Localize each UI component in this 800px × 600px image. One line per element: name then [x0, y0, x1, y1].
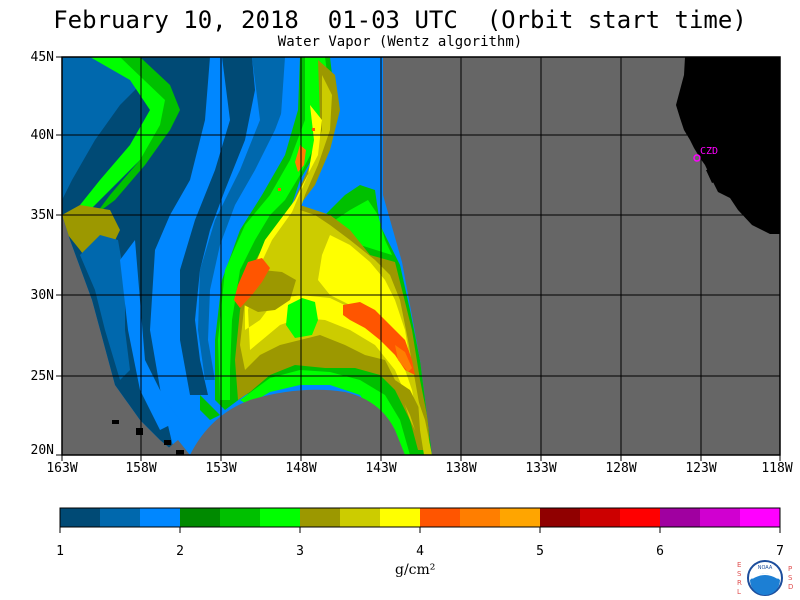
- colorbar-swatch: [500, 508, 541, 527]
- longitude-label: 133W: [525, 461, 557, 476]
- longitude-label: 138W: [445, 461, 477, 476]
- svg-text:D: D: [788, 583, 793, 591]
- longitude-label: 163W: [46, 461, 78, 476]
- colorbar-swatch: [380, 508, 421, 527]
- island: [112, 420, 119, 424]
- noaa-logo: E S R L NOAA P S D: [737, 560, 793, 596]
- station-label: CZD: [700, 146, 719, 157]
- latitude-label: 30N: [30, 288, 54, 303]
- colorbar-swatch: [140, 508, 181, 527]
- colorbar-frame: [59, 507, 781, 528]
- svg-text:S: S: [737, 570, 742, 578]
- graticule: [62, 57, 780, 455]
- colorbar-swatch: [740, 508, 781, 527]
- colorbar-tick-label: 3: [296, 544, 304, 559]
- island: [136, 428, 143, 435]
- latitude-label: 45N: [30, 50, 54, 65]
- colorbar-tick-label: 2: [176, 544, 184, 559]
- colorbar-tick-label: 6: [656, 544, 664, 559]
- longitude-label: 158W: [125, 461, 157, 476]
- colorbar-swatch: [580, 508, 621, 527]
- colorbar-tick-label: 5: [536, 544, 544, 559]
- swath: [62, 57, 432, 455]
- svg-text:S: S: [788, 574, 793, 582]
- island: [176, 450, 184, 455]
- svg-text:R: R: [737, 579, 742, 587]
- colorbar-swatch: [100, 508, 141, 527]
- colorbar-tick-label: 1: [56, 544, 64, 559]
- colorbar: [59, 508, 781, 533]
- colorbar-units: g/cm²: [395, 562, 436, 578]
- colorbar-swatch: [700, 508, 741, 527]
- land-california: [676, 57, 780, 234]
- colorbar-tick-label: 4: [416, 544, 424, 559]
- logo-text: NOAA: [758, 565, 773, 571]
- colorbar-swatch: [660, 508, 701, 527]
- colorbar-swatch: [220, 508, 261, 527]
- colorbar-swatch: [260, 508, 301, 527]
- longitude-label: 153W: [205, 461, 237, 476]
- station-marker: [693, 154, 701, 162]
- colorbar-swatch: [300, 508, 341, 527]
- colorbar-swatch: [340, 508, 381, 527]
- map-subtitle: Water Vapor (Wentz algorithm): [277, 34, 523, 50]
- svg-text:L: L: [737, 588, 741, 596]
- longitude-label: 128W: [605, 461, 637, 476]
- colorbar-swatch: [620, 508, 661, 527]
- colorbar-tick-label: 7: [776, 544, 784, 559]
- logo-left-letters: E: [737, 561, 741, 569]
- logo-right-letters: P: [788, 565, 792, 573]
- longitude-label: 143W: [365, 461, 397, 476]
- latitude-label: 20N: [30, 443, 54, 458]
- map-frame: [61, 56, 781, 456]
- colorbar-swatch: [540, 508, 581, 527]
- colorbar-swatch: [460, 508, 501, 527]
- latitude-label: 40N: [30, 128, 54, 143]
- island: [164, 440, 171, 445]
- colorbar-swatch: [180, 508, 221, 527]
- longitude-label: 123W: [685, 461, 717, 476]
- colorbar-swatch: [60, 508, 101, 527]
- longitude-label: 118W: [761, 461, 793, 476]
- latitude-label: 35N: [30, 208, 54, 223]
- longitude-label: 148W: [285, 461, 317, 476]
- colorbar-swatch: [420, 508, 461, 527]
- latitude-label: 25N: [30, 369, 54, 384]
- map-title: February 10, 2018 01-03 UTC (Orbit start…: [53, 6, 747, 34]
